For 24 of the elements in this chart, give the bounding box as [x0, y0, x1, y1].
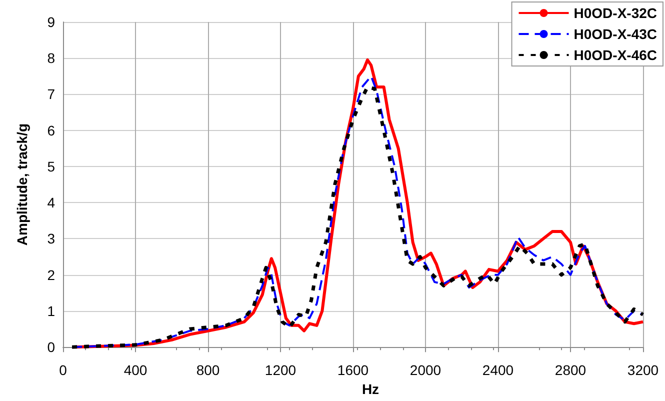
y-tick-label: 0: [47, 339, 56, 356]
y-tick-label: 3: [47, 230, 56, 247]
x-axis-title: Hz: [362, 381, 380, 397]
x-tick-label: 3200: [627, 362, 659, 378]
y-tick-label: 4: [47, 194, 56, 211]
y-tick-label: 6: [47, 122, 56, 138]
legend-label: H0OD-X-32C: [574, 5, 658, 21]
y-tick-label: 7: [47, 86, 56, 102]
x-tick-label: 1200: [264, 362, 296, 378]
x-tick-label: 2800: [554, 362, 586, 378]
x-tick-label: 800: [196, 362, 220, 378]
y-axis-title: Amplitude, track/g: [14, 123, 30, 246]
y-tick-label: 1: [47, 302, 56, 319]
x-tick-label: 2400: [482, 362, 514, 378]
legend-label: H0OD-X-46C: [574, 47, 658, 63]
x-tick-label: 400: [124, 362, 148, 378]
legend-label: H0OD-X-43C: [574, 26, 658, 42]
y-tick-label: 5: [47, 158, 56, 174]
y-tick-label: 2: [47, 266, 56, 283]
x-tick-label: 1600: [337, 362, 369, 378]
y-tick-label: 8: [47, 50, 56, 66]
y-tick-label: 9: [47, 14, 56, 30]
x-tick-label: 0: [59, 362, 68, 378]
x-tick-label: 2000: [410, 362, 442, 378]
